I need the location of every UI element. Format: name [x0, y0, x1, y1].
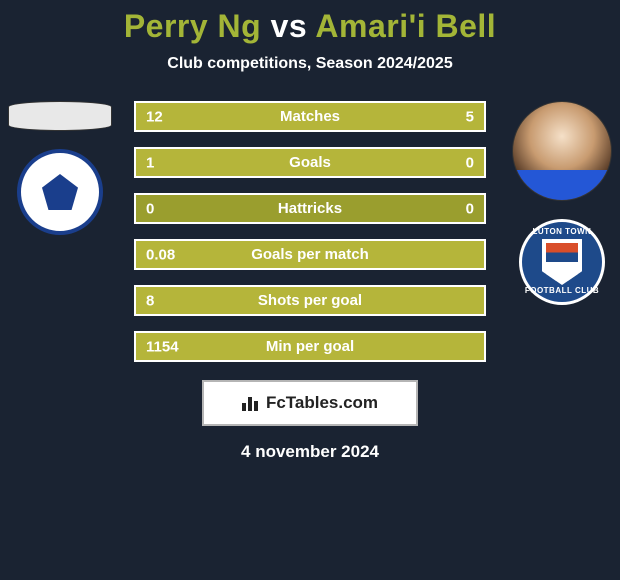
stat-bars: Matches125Goals10Hattricks00Goals per ma…: [134, 101, 486, 362]
stat-bar: Shots per goal8: [134, 285, 486, 316]
stat-bar: Min per goal1154: [134, 331, 486, 362]
stat-value-left: 0: [146, 200, 154, 217]
stat-label: Matches: [136, 108, 484, 125]
player2-shirt: [513, 170, 611, 200]
source-badge[interactable]: FcTables.com: [202, 380, 418, 426]
stat-label: Goals per match: [136, 246, 484, 263]
stat-value-right: 0: [466, 200, 474, 217]
club-ring-text-top: LUTON TOWN: [522, 228, 602, 237]
stat-bar: Matches12 5: [134, 101, 486, 132]
player1-avatar: [8, 101, 112, 131]
title-player2: Amari'i Bell: [315, 8, 496, 44]
stat-label: Min per goal: [136, 338, 484, 355]
right-player-column: LUTON TOWN FOOTBALL CLUB: [512, 101, 612, 305]
player1-club-badge: [17, 149, 103, 235]
comparison-body: LUTON TOWN FOOTBALL CLUB Matches12 5 Goals…: [0, 101, 620, 362]
stat-value-right: 0: [466, 154, 474, 171]
page-title: Perry Ng vs Amari'i Bell: [0, 8, 620, 45]
stat-value-left: 1: [146, 154, 154, 171]
left-player-column: [8, 101, 112, 235]
bar-chart-icon: [242, 395, 262, 411]
stat-bar: Goals per match0.08: [134, 239, 486, 270]
stat-label: Hattricks: [136, 200, 484, 217]
player2-avatar: [512, 101, 612, 201]
stat-bar: Hattricks0 0: [134, 193, 486, 224]
stat-value-left: 8: [146, 292, 154, 309]
comparison-card: Perry Ng vs Amari'i Bell Club competitio…: [0, 0, 620, 462]
stat-label: Shots per goal: [136, 292, 484, 309]
player2-club-badge: LUTON TOWN FOOTBALL CLUB: [519, 219, 605, 305]
title-player1: Perry Ng: [124, 8, 261, 44]
subtitle: Club competitions, Season 2024/2025: [0, 55, 620, 73]
source-site: FcTables.com: [266, 393, 378, 413]
stat-value-right: 5: [466, 108, 474, 125]
stat-bar: Goals1 0: [134, 147, 486, 178]
stat-value-left: 0.08: [146, 246, 175, 263]
stat-label: Goals: [136, 154, 484, 171]
footer-date: 4 november 2024: [0, 442, 620, 462]
club-shield-icon: [542, 239, 582, 285]
title-vs: vs: [271, 8, 308, 44]
stat-value-left: 12: [146, 108, 163, 125]
club-ring-text-bottom: FOOTBALL CLUB: [522, 287, 602, 296]
stat-value-left: 1154: [146, 338, 179, 355]
